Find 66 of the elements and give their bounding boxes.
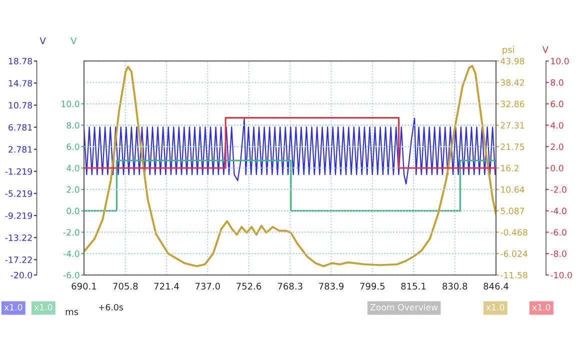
y-tick-label: -1.219 [5, 168, 32, 175]
y2-tick-label: -6.0 [63, 272, 80, 278]
x-tick-label: 737.0 [195, 282, 220, 290]
x-axis-title: ms [66, 310, 78, 316]
x-tick-label: 846.4 [484, 282, 508, 290]
y-tick-label: 5.087 [500, 208, 524, 214]
y2-tick-label: -2.0 [550, 186, 566, 193]
x-tick-label: 721.4 [154, 282, 179, 290]
text: x1.0 [4, 304, 22, 310]
x-tick-label: 768.3 [278, 282, 302, 290]
x-tick-label: 815.1 [401, 282, 426, 290]
y-tick-label: 18.78 [8, 58, 32, 64]
y2-tick-label: 0.0 [66, 208, 80, 214]
line-series [84, 64, 496, 268]
text: Zoom Overview [370, 304, 438, 310]
y-axis-title: psi [502, 46, 514, 55]
y-tick-label: -20.0 [10, 272, 32, 278]
y-tick-label: 43.98 [500, 58, 524, 64]
y-tick-label: 27.31 [500, 122, 524, 129]
text: x1.0 [34, 304, 52, 310]
y2-tick-label: -10.0 [550, 272, 572, 278]
y2-tick-label: -2.0 [63, 229, 80, 236]
y-tick-label: -11.58 [500, 272, 528, 278]
text: x1.0 [532, 304, 550, 310]
y-tick-label: 14.78 [8, 80, 32, 86]
y-tick-label: -9.219 [5, 212, 32, 219]
y2-tick-label: 8.0 [550, 79, 564, 86]
y2-tick-label: -4.0 [550, 208, 566, 214]
text: +6.0s [98, 304, 123, 310]
y2-tick-label: 6.0 [66, 143, 80, 150]
y-tick-label: 21.75 [500, 144, 524, 150]
x-tick-label: 830.8 [442, 282, 468, 290]
y2-tick-label: 6.0 [550, 100, 564, 108]
y-tick-label: 16.2 [501, 164, 518, 172]
y2-tick-label: 10.0 [551, 58, 569, 64]
y2-tick-label: 0.0 [550, 164, 564, 172]
y-tick-label: -6.024 [500, 250, 528, 257]
y2-axis-title: V [542, 46, 548, 53]
y-tick-label: 32.86 [500, 100, 524, 108]
x-tick-label: 705.8 [113, 282, 138, 290]
y2-tick-label: 8.0 [66, 122, 80, 129]
y2-axis-title: V [70, 38, 77, 44]
y-tick-label: -13.22 [5, 234, 32, 241]
y2-tick-label: 2.0 [66, 186, 80, 193]
y-tick-label: 10.64 [501, 186, 524, 193]
y-tick-label: -5.219 [5, 190, 32, 197]
y2-tick-label: 4.0 [66, 164, 80, 172]
y2-tick-label: 10.0 [62, 100, 80, 108]
y2-tick-label: 2.0 [550, 143, 564, 150]
x-tick-label: 783.9 [319, 282, 344, 290]
x-tick-label: 752.6 [236, 282, 262, 290]
y-tick-label: 2.781 [8, 146, 32, 153]
text: x1.0 [486, 304, 504, 310]
y-tick-label: 38.42 [500, 79, 524, 86]
y2-tick-label: 4.0 [550, 122, 564, 129]
y-tick-label: -0.468 [500, 229, 528, 236]
y-tick-label: -17.22 [5, 256, 32, 263]
y2-tick-label: -4.0 [63, 250, 80, 257]
line-series [84, 118, 496, 185]
y-tick-label: 6.781 [8, 124, 32, 131]
y-tick-label: 10.78 [8, 102, 32, 109]
x-tick-label: 690.1 [72, 282, 96, 290]
y2-tick-label: -6.0 [550, 229, 566, 236]
y2-tick-label: -8.0 [550, 250, 566, 257]
x-tick-label: 799.5 [360, 282, 385, 290]
y-axis-title: V [40, 38, 46, 44]
